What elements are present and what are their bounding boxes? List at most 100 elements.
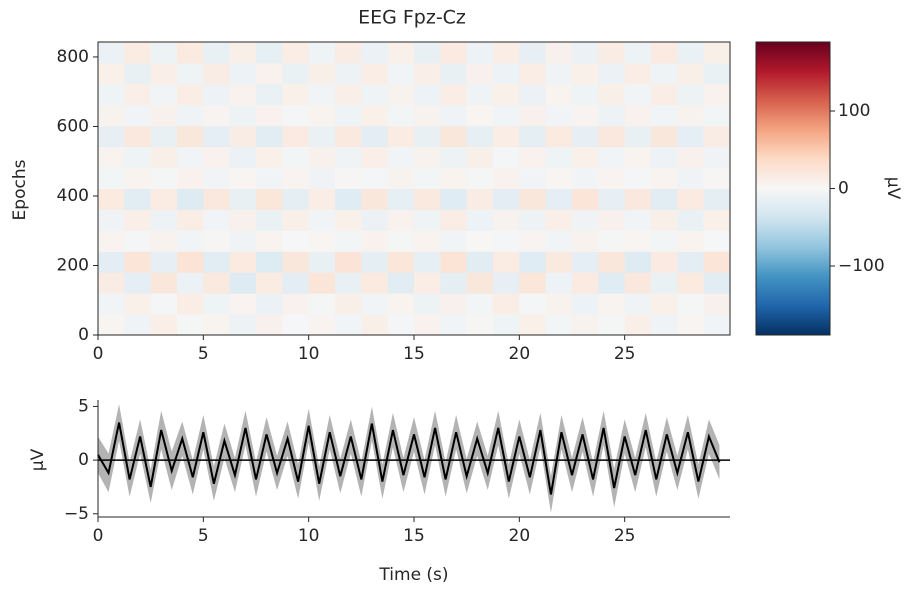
heatmap-cell — [598, 125, 626, 148]
heatmap-cell — [203, 209, 231, 231]
heatmap-cell — [598, 167, 626, 189]
heatmap-cell — [308, 272, 336, 294]
heatmap-cell — [545, 293, 573, 315]
heatmap-cell — [308, 146, 336, 169]
heatmap-cell — [203, 42, 231, 64]
heatmap-cell — [150, 146, 178, 169]
heatmap-cell — [519, 42, 547, 64]
heatmap-cell — [335, 209, 362, 231]
heatmap-cell — [545, 167, 573, 189]
heatmap-cell — [624, 42, 652, 64]
heatmap-cell — [651, 146, 678, 169]
x-tick-label: 0 — [93, 526, 104, 546]
heatmap-cell — [150, 125, 178, 148]
heatmap-cell — [203, 146, 231, 169]
heatmap-cell — [98, 146, 125, 169]
heatmap-cell — [677, 272, 705, 294]
heatmap-cell — [177, 83, 204, 106]
heatmap-cell — [440, 230, 468, 252]
heatmap-cell — [124, 272, 152, 294]
heatmap-cell — [466, 62, 494, 85]
heatmap-cell — [493, 314, 520, 336]
colorbar — [755, 41, 831, 336]
heatmap-cell — [624, 167, 652, 189]
heatmap-cell — [493, 188, 520, 210]
heatmap-cell — [572, 209, 599, 231]
heatmap-cell — [624, 125, 652, 148]
heatmap-cell — [493, 167, 520, 189]
heatmap-cell — [361, 314, 389, 336]
heatmap-cell — [177, 125, 204, 148]
heatmap-cell — [651, 230, 678, 252]
heatmap-cell — [440, 314, 468, 336]
heatmap-cell — [440, 272, 468, 294]
heatmap-cell — [466, 167, 494, 189]
heatmap-cell — [150, 230, 178, 252]
heatmap-cell — [493, 230, 520, 252]
heatmap-cell — [703, 125, 731, 148]
heatmap-cell — [308, 125, 336, 148]
heatmap-cell — [308, 314, 336, 336]
heatmap-cell — [677, 188, 705, 210]
heatmap-cell — [466, 146, 494, 169]
heatmap-cell — [440, 104, 468, 127]
heatmap-cell — [98, 314, 125, 336]
colorbar-tick-label: 100 — [838, 101, 870, 121]
heatmap-cell — [282, 167, 310, 189]
heatmap-cell — [256, 272, 283, 294]
heatmap-cell — [598, 272, 626, 294]
heatmap-cell — [651, 42, 678, 64]
heatmap-cell — [466, 230, 494, 252]
heatmap-cell — [229, 293, 257, 315]
heatmap-cell — [519, 230, 547, 252]
heatmap-cell — [98, 230, 125, 252]
heatmap-cell — [572, 125, 599, 148]
heatmap-cell — [177, 314, 204, 336]
heatmap-cell — [545, 83, 573, 106]
heatmap-cell — [203, 230, 231, 252]
heatmap-cell — [651, 188, 678, 210]
heatmap-cell — [440, 293, 468, 315]
heatmap-cell — [203, 188, 231, 210]
heatmap-cell — [308, 230, 336, 252]
heatmap-cell — [493, 146, 520, 169]
heatmap-cell — [466, 209, 494, 231]
heatmap-cell — [572, 83, 599, 106]
heatmap-cell — [308, 62, 336, 85]
heatmap-cell — [545, 146, 573, 169]
heatmap-cell — [282, 42, 310, 64]
heatmap-cell — [282, 146, 310, 169]
heatmap-cell — [624, 188, 652, 210]
heatmap-cell — [414, 83, 441, 106]
heatmap-cell — [545, 125, 573, 148]
heatmap-cell — [703, 42, 731, 64]
heatmap-cell — [308, 209, 336, 231]
heatmap-cell — [414, 251, 441, 273]
heatmap-cell — [545, 314, 573, 336]
heatmap-cell — [598, 251, 626, 273]
heatmap-cell — [177, 62, 204, 85]
heatmap-cell — [282, 209, 310, 231]
heatmap-cell — [282, 104, 310, 127]
heatmap-cell — [677, 83, 705, 106]
y-tick-label: 400 — [57, 186, 89, 206]
heatmap-cell — [229, 272, 257, 294]
heatmap-cell — [466, 42, 494, 64]
heatmap-cell — [598, 188, 626, 210]
heatmap-cell — [677, 230, 705, 252]
heatmap-cell — [598, 314, 626, 336]
heatmap-cell — [98, 188, 125, 210]
heatmap-cell — [466, 83, 494, 106]
heatmap-cell — [98, 209, 125, 231]
heatmap-cell — [677, 62, 705, 85]
heatmap-cell — [256, 188, 283, 210]
heatmap-cell — [440, 83, 468, 106]
heatmap-cell — [256, 42, 283, 64]
heatmap-cell — [387, 314, 415, 336]
heatmap-cell — [229, 314, 257, 336]
heatmap-cell — [361, 188, 389, 210]
heatmap-cell — [177, 209, 204, 231]
heatmap-cell — [572, 167, 599, 189]
heatmap-cell — [572, 62, 599, 85]
heatmap-cell — [493, 209, 520, 231]
